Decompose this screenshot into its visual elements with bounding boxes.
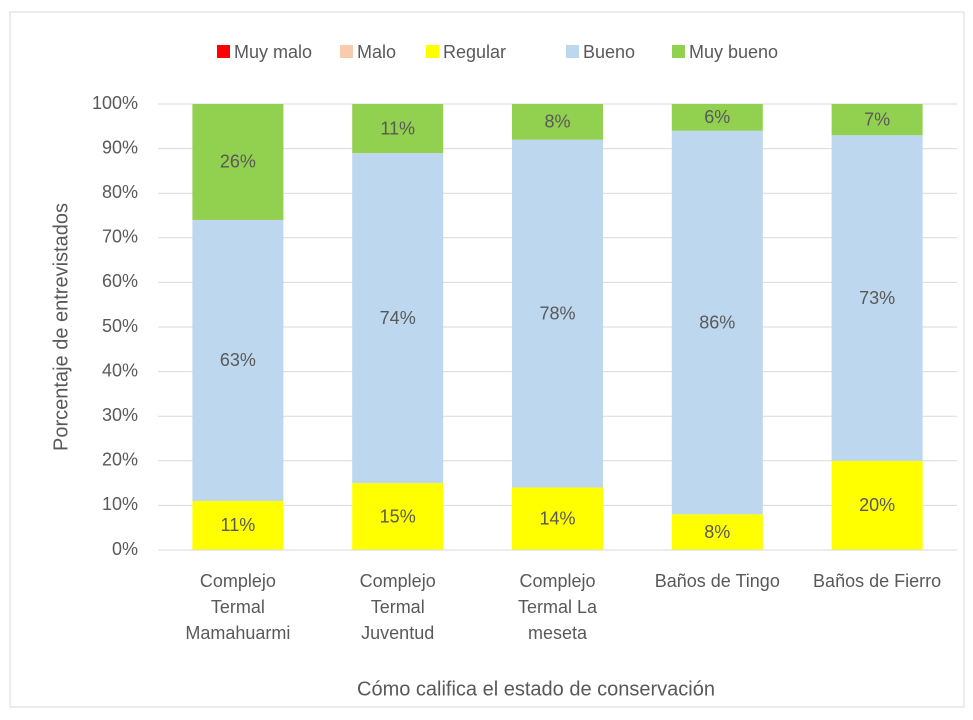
x-tick-label: Complejo Termal La meseta: [517, 571, 597, 643]
data-label: 11%: [380, 118, 415, 138]
legend-label: Bueno: [583, 42, 635, 62]
bar-segment: [671, 104, 763, 131]
y-tick-label: 70%: [102, 227, 138, 247]
x-tick-label: Complejo Termal Mamahuarmi: [185, 571, 291, 643]
bar-segment: [512, 487, 603, 550]
x-tick-label: Complejo Termal Juventud: [359, 571, 436, 643]
data-label: 14%: [539, 509, 575, 529]
data-label: 63%: [220, 350, 256, 370]
x-tick-label: Baños de Fierro: [813, 571, 942, 591]
data-label: 15%: [380, 506, 416, 526]
x-tick-label: Baños de Tingo: [654, 571, 780, 591]
bar-segment: [831, 460, 923, 550]
data-label: 26%: [220, 152, 256, 172]
legend-label: Muy bueno: [689, 42, 778, 62]
legend-swatch: [217, 45, 230, 58]
data-label: 11%: [221, 515, 256, 535]
data-label: 8%: [544, 112, 570, 132]
legend-label: Muy malo: [234, 42, 312, 62]
y-tick-label: 90%: [102, 137, 138, 157]
bar-segment: [671, 514, 763, 550]
bar-segment: [192, 500, 284, 550]
y-tick-label: 20%: [102, 450, 138, 470]
y-tick-label: 50%: [102, 316, 138, 336]
data-label: 74%: [380, 308, 416, 328]
bar-segment: [352, 483, 444, 550]
x-axis-title: Cómo califica el estado de conservación: [357, 678, 715, 700]
data-label: 78%: [539, 303, 575, 323]
legend-label: Malo: [357, 42, 396, 62]
data-label: 73%: [859, 288, 895, 308]
y-tick-label: 40%: [102, 360, 138, 380]
data-label: 6%: [704, 107, 730, 127]
bar-segment: [192, 104, 284, 220]
legend-swatch: [672, 45, 685, 58]
bar-segment: [352, 153, 444, 484]
y-axis-title: Porcentaje de entrevistados: [50, 203, 72, 451]
legend-swatch: [566, 45, 579, 58]
chart-frame: [9, 11, 965, 708]
legend-swatch: [340, 45, 353, 58]
y-tick-label: 100%: [92, 93, 138, 113]
y-tick-label: 80%: [102, 182, 138, 202]
data-label: 86%: [699, 312, 735, 332]
bar-segment: [831, 104, 923, 136]
legend-swatch: [426, 45, 439, 58]
bar-segment: [831, 135, 923, 461]
bar-segment: [192, 219, 284, 501]
data-label: 7%: [864, 109, 890, 129]
y-tick-label: 0%: [112, 539, 138, 559]
bar-segment: [671, 130, 763, 515]
bar-segment: [512, 139, 603, 488]
data-label: 8%: [704, 522, 730, 542]
y-tick-label: 30%: [102, 405, 138, 425]
y-tick-label: 10%: [102, 494, 138, 514]
bar-segment: [512, 104, 603, 140]
y-tick-label: 60%: [102, 271, 138, 291]
data-label: 20%: [859, 495, 895, 515]
bar-segment: [352, 104, 444, 154]
legend-label: Regular: [443, 42, 506, 62]
